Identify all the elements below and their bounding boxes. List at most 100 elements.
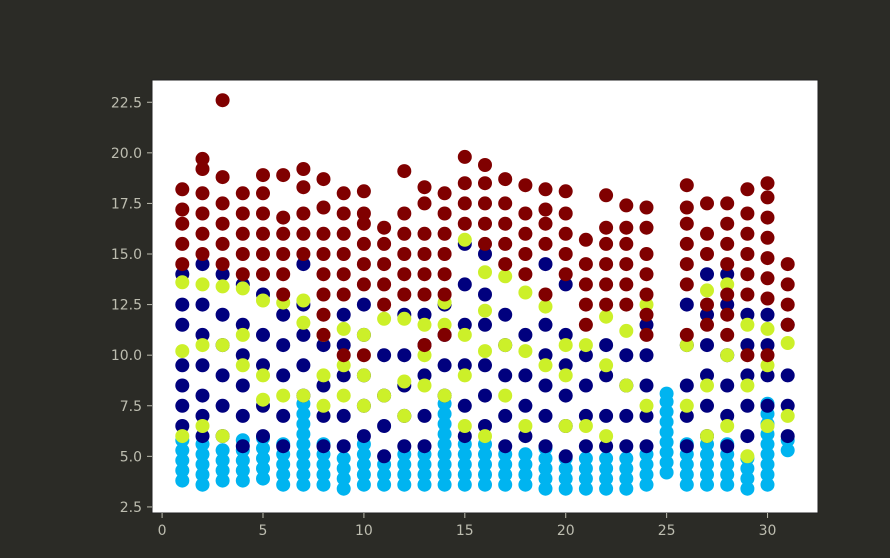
data-point xyxy=(296,206,311,221)
data-point xyxy=(256,267,270,282)
data-point xyxy=(679,398,694,413)
data-point xyxy=(679,178,694,193)
data-point xyxy=(457,477,472,492)
data-point xyxy=(296,358,311,373)
data-point xyxy=(437,406,452,421)
data-point xyxy=(397,206,412,221)
data-point xyxy=(175,182,190,197)
data-point xyxy=(296,427,311,442)
x-tick-label: 15 xyxy=(456,523,474,539)
data-point xyxy=(215,279,230,294)
data-point xyxy=(740,429,755,444)
data-point xyxy=(478,344,492,359)
data-point xyxy=(457,176,472,191)
data-point xyxy=(538,481,553,496)
data-point xyxy=(478,158,492,172)
data-point xyxy=(679,378,694,393)
data-point xyxy=(397,439,412,454)
data-point xyxy=(720,457,735,472)
data-point xyxy=(215,443,230,458)
data-point xyxy=(639,398,654,413)
data-point xyxy=(356,447,371,462)
data-point xyxy=(235,378,250,393)
x-tick-label: 10 xyxy=(355,523,373,539)
data-point xyxy=(760,457,775,472)
data-point xyxy=(336,451,351,466)
data-point xyxy=(619,277,634,292)
data-point xyxy=(720,408,735,423)
data-point xyxy=(518,467,533,482)
data-point xyxy=(336,307,351,322)
data-point xyxy=(195,277,210,292)
data-point xyxy=(780,257,795,272)
data-point xyxy=(760,358,775,373)
data-point xyxy=(296,180,311,195)
data-point xyxy=(437,447,452,462)
data-point xyxy=(457,317,472,332)
data-point xyxy=(235,463,250,478)
data-point xyxy=(639,439,654,454)
data-point xyxy=(457,358,472,373)
data-point xyxy=(700,338,714,353)
data-point xyxy=(437,427,452,442)
data-point xyxy=(417,467,432,482)
data-point xyxy=(478,265,492,280)
data-point xyxy=(397,457,412,472)
data-point xyxy=(558,184,573,199)
data-point xyxy=(639,457,654,472)
data-point xyxy=(397,311,412,326)
y-tick-label: 22.5 xyxy=(111,95,142,111)
data-point xyxy=(377,220,392,235)
data-point xyxy=(296,257,311,272)
data-point xyxy=(256,392,270,407)
data-point xyxy=(558,368,573,383)
data-point xyxy=(558,327,573,342)
data-point xyxy=(720,327,735,342)
data-point xyxy=(175,473,190,488)
data-point xyxy=(377,477,392,492)
data-point xyxy=(538,257,553,272)
data-point xyxy=(740,348,755,363)
data-point xyxy=(356,184,371,199)
data-point xyxy=(478,247,492,261)
data-point xyxy=(256,168,270,183)
data-point xyxy=(578,408,593,423)
data-point xyxy=(195,408,210,423)
data-point xyxy=(679,277,694,292)
data-point xyxy=(740,378,755,393)
data-point xyxy=(599,297,614,312)
data-point xyxy=(256,368,270,383)
data-point xyxy=(538,408,553,423)
x-tick-label: 30 xyxy=(759,523,777,539)
data-point xyxy=(740,267,755,282)
data-point xyxy=(356,257,371,272)
data-point xyxy=(377,388,392,403)
data-point xyxy=(659,455,674,470)
data-point xyxy=(356,348,371,363)
data-point xyxy=(175,344,190,359)
data-point xyxy=(619,461,634,476)
data-point xyxy=(700,317,714,332)
data-point xyxy=(215,338,230,353)
data-point xyxy=(356,368,371,383)
data-point xyxy=(215,463,230,478)
data-point xyxy=(518,226,533,241)
data-point xyxy=(760,291,775,306)
data-point xyxy=(700,297,714,312)
y-tick-label: 2.5 xyxy=(120,500,142,516)
data-point xyxy=(336,481,351,496)
data-point xyxy=(498,196,513,211)
data-point xyxy=(316,307,331,322)
data-point xyxy=(296,417,311,431)
data-point xyxy=(498,257,513,272)
data-point xyxy=(457,196,472,211)
data-point xyxy=(720,297,735,312)
data-point xyxy=(437,206,452,221)
data-point xyxy=(619,471,634,486)
data-point xyxy=(639,200,654,215)
data-point xyxy=(195,226,210,241)
data-point xyxy=(639,408,654,423)
data-point xyxy=(740,449,755,464)
data-point xyxy=(336,321,351,336)
data-point xyxy=(599,439,614,454)
